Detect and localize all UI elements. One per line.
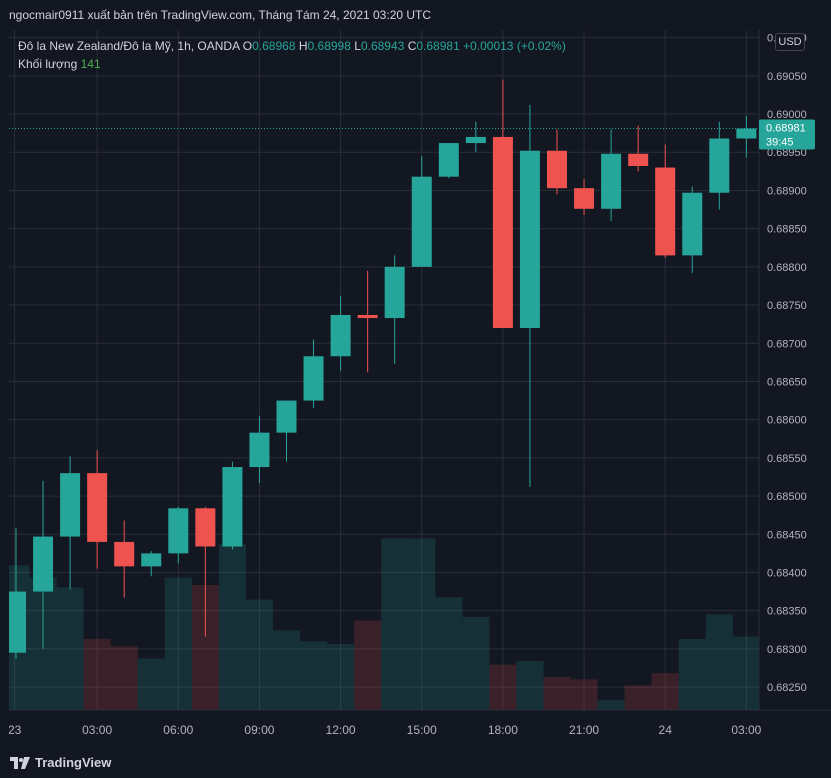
volume-bar [732,636,760,710]
x-tick-label: 09:00 [244,723,274,737]
currency-button[interactable]: USD [775,33,805,51]
volume-bar [272,630,301,710]
y-tick-label: 0.68650 [767,376,807,388]
y-tick-label: 0.68500 [767,491,807,503]
volume-bar [300,641,328,710]
volume-bar [462,616,490,710]
x-tick-label: 03:00 [82,723,112,737]
volume-bar [56,587,84,710]
candle-body [114,541,135,567]
y-tick-label: 0.68950 [767,147,807,159]
candle-body [168,508,189,554]
volume-bar [327,643,355,710]
x-tick-label: 06:00 [163,723,193,737]
volume-bar [651,673,679,710]
candle-body [6,591,26,653]
y-tick-label: 0.68750 [767,300,807,312]
candle-body [141,553,162,567]
candle-body [628,153,649,166]
volume-bar [516,660,544,710]
volume-bar [408,538,436,710]
tradingview-logo[interactable]: TradingView [10,755,111,770]
volume-bar [218,544,246,710]
y-tick-label: 0.68400 [767,567,807,579]
volume-bar [381,538,409,710]
volume-bar [624,685,652,710]
x-tick-label: 24 [659,723,673,737]
candle-body [465,136,486,144]
y-tick-label: 0.69050 [767,71,807,83]
candle-body [438,143,459,177]
candle-body [87,473,108,542]
candle-body [492,136,513,328]
price-axis [759,30,831,748]
tradingview-logo-icon [10,756,30,769]
volume-bar [489,664,517,710]
y-tick-label: 0.68300 [767,644,807,656]
y-tick-label: 0.68800 [767,262,807,274]
x-tick-label: 21:00 [569,723,599,737]
candle-body [33,536,54,592]
candlestick-chart[interactable]: 0.691000.690500.690000.689500.689000.688… [2,30,831,748]
y-tick-label: 0.68350 [767,606,807,618]
volume-bar [245,599,273,710]
candle-body [195,508,216,547]
x-tick-label: 12:00 [326,723,356,737]
volume-bar [110,646,138,710]
x-tick-label: 03:00 [731,723,761,737]
candle-body [384,266,405,319]
candle-body [655,167,676,256]
volume-bar [705,614,733,710]
volume-bar [137,658,165,710]
y-tick-label: 0.68900 [767,185,807,197]
y-tick-label: 0.68550 [767,453,807,465]
candle-body [601,153,622,209]
y-tick-label: 0.68850 [767,224,807,236]
candle-body [709,138,730,193]
x-tick-label: 18:00 [488,723,518,737]
volume-bar [543,676,571,710]
footer: TradingView [0,748,831,778]
candle-body [276,400,297,433]
candle-body [547,150,567,189]
volume-bar [354,620,382,710]
publisher-header: ngocmair0911 xuất bản trên TradingView.c… [0,0,831,30]
y-tick-label: 0.68600 [767,415,807,427]
y-tick-label: 0.68700 [767,338,807,350]
volume-bar [164,577,192,710]
candle-body [736,128,757,139]
candle-body [357,314,378,319]
y-tick-label: 0.68450 [767,529,807,541]
candle-body [519,150,540,328]
x-tick-label: 15:00 [407,723,437,737]
volume-bar [597,700,625,710]
candle-body [411,176,432,267]
volume-bar [435,597,463,710]
last-price-value: 0.68981 [766,123,806,135]
candle-body [574,188,595,209]
candle-body [222,467,243,547]
bar-countdown: 39:45 [766,137,794,149]
x-tick-label: 23 [9,723,22,737]
y-tick-label: 0.69000 [767,109,807,121]
volume-bar [570,679,598,710]
candle-body [682,192,703,256]
candle-body [303,356,324,401]
chart-area[interactable]: 0.691000.690500.690000.689500.689000.688… [2,30,831,748]
tradingview-logo-text: TradingView [35,755,112,770]
candle-body [249,432,270,468]
volume-bar [83,638,111,710]
candle-body [330,314,351,357]
candle-body [60,473,81,537]
volume-bar [678,638,706,710]
y-tick-label: 0.68250 [767,682,807,694]
last-price-tag [759,119,815,150]
